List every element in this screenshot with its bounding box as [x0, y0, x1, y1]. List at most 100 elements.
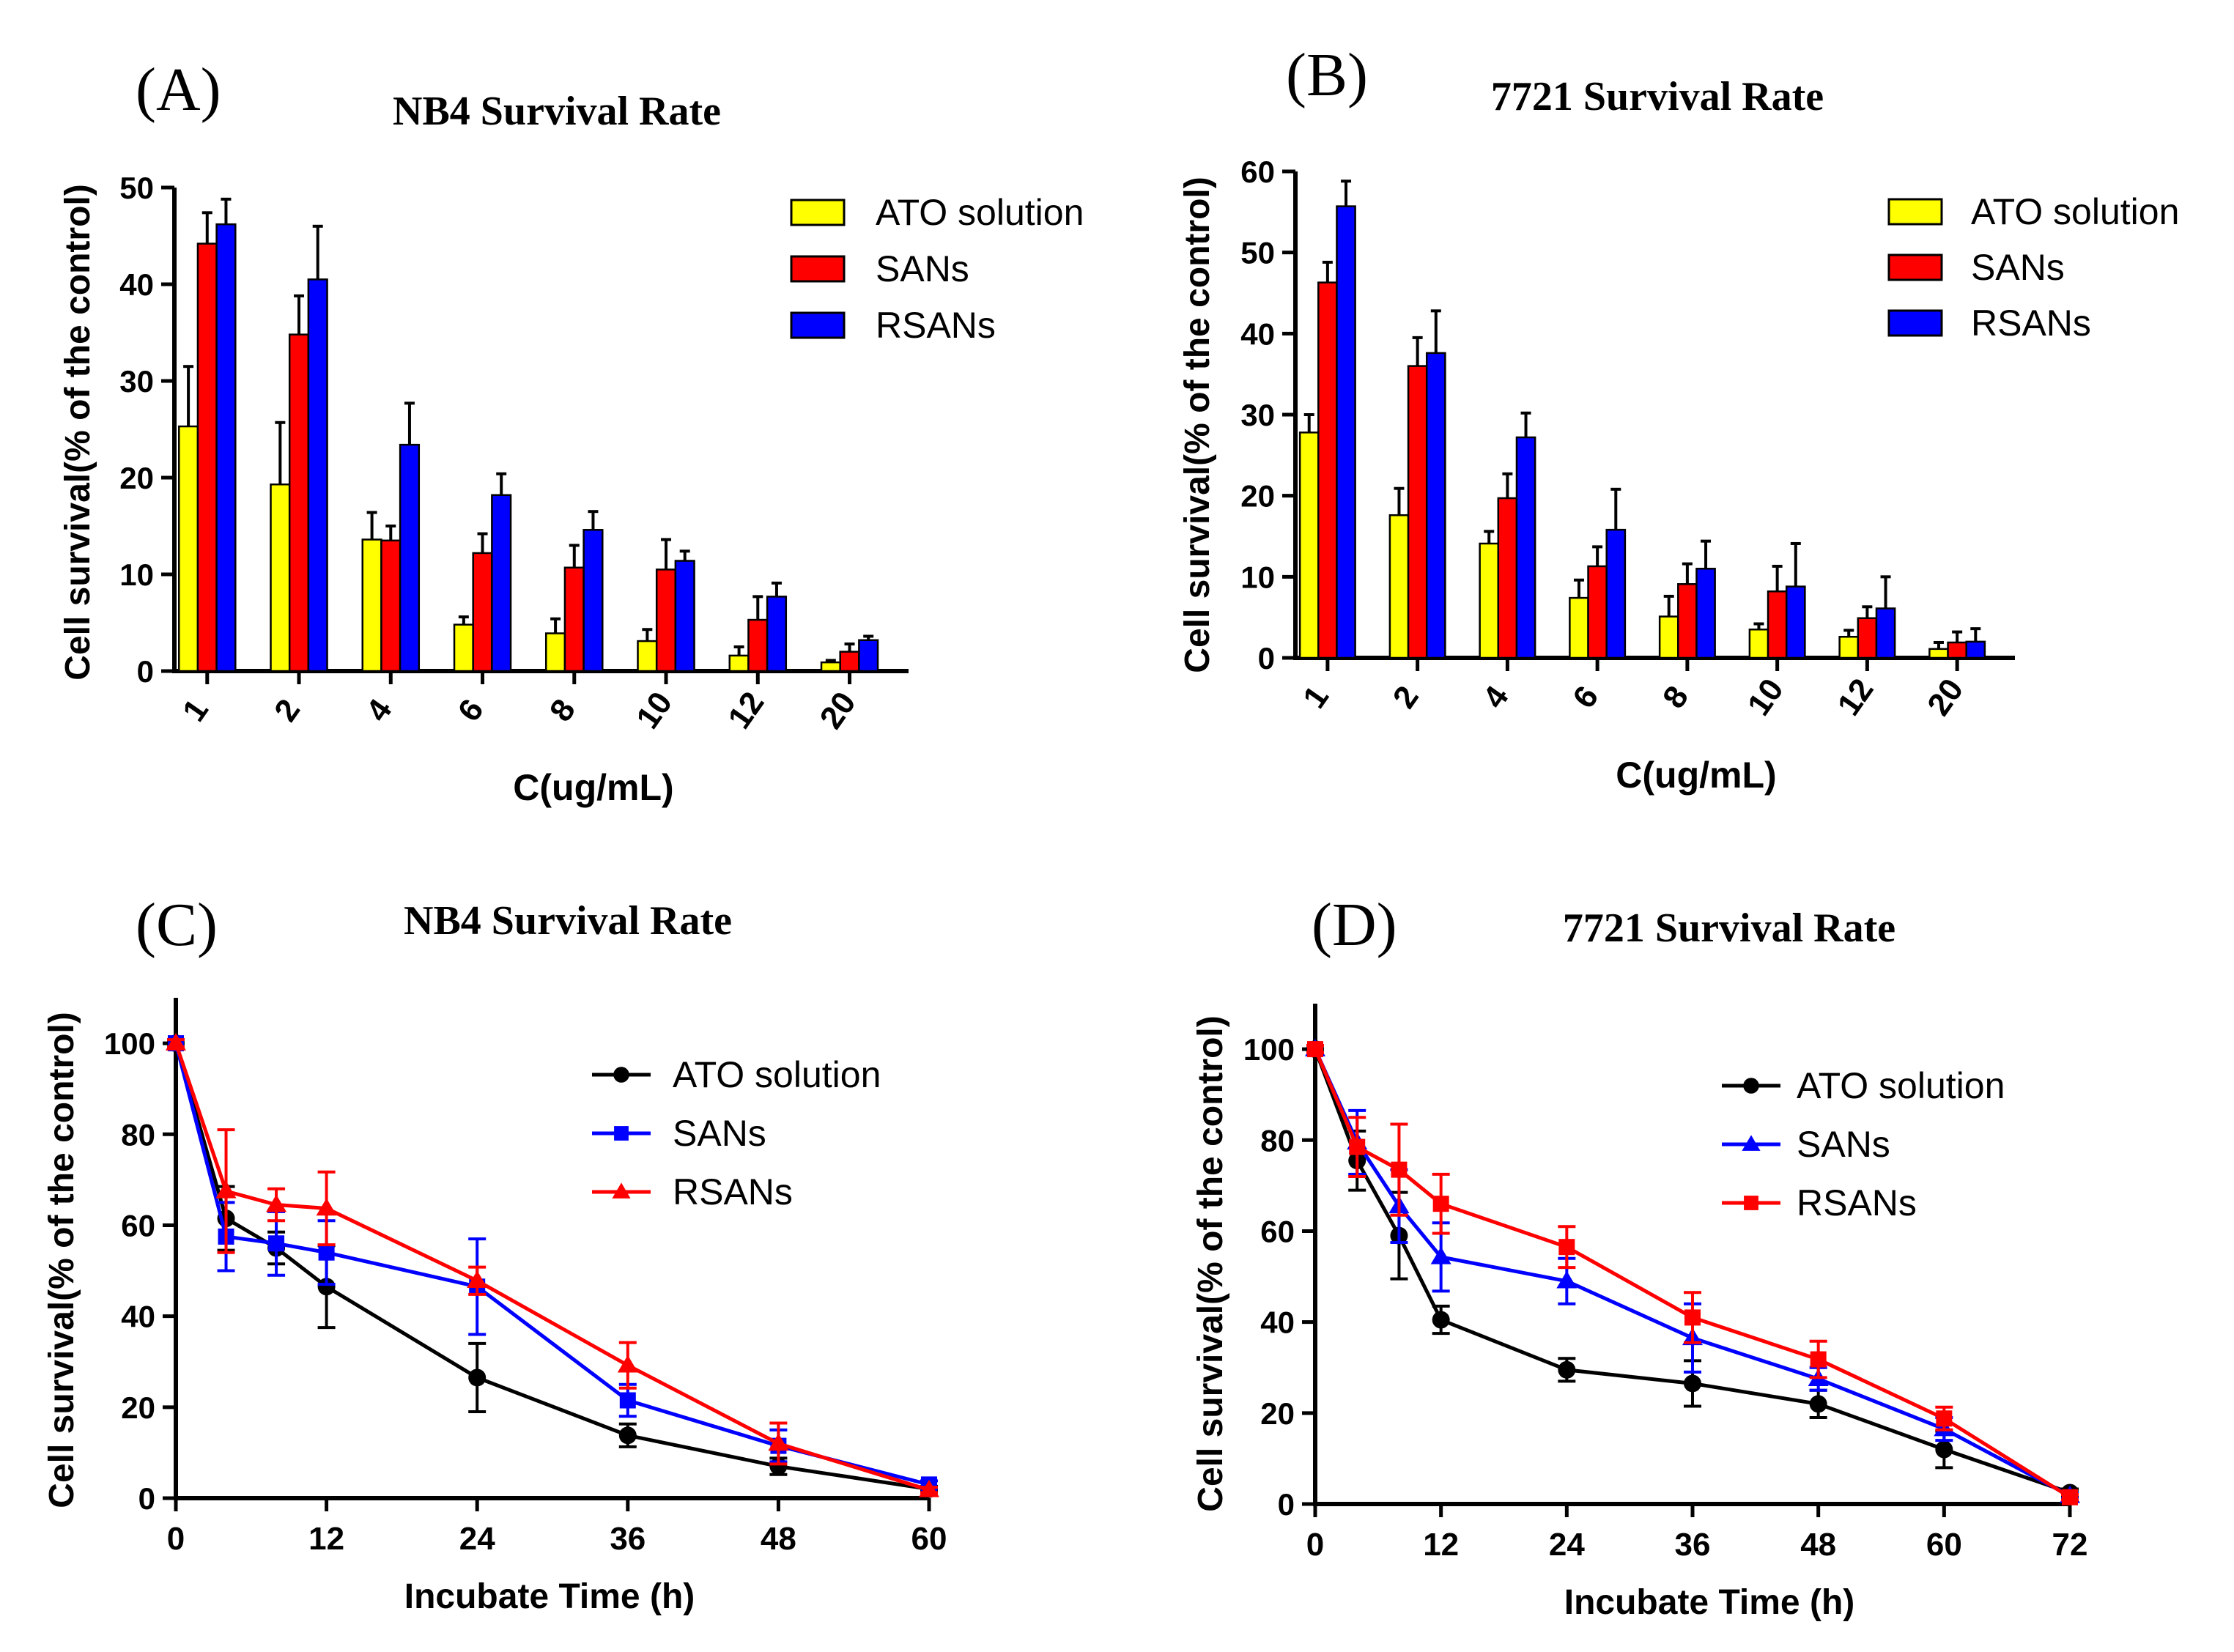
bar [1569, 596, 1589, 659]
data-point [1432, 1196, 1449, 1212]
bar [1658, 615, 1679, 659]
bar [728, 654, 750, 673]
bar [563, 566, 585, 673]
data-point [617, 1355, 638, 1373]
panel-a-y-axis-label: Cell survival(% of the control) [59, 184, 97, 680]
panel-d-label: (D) [1312, 891, 1397, 959]
legend-label: RSANs [1797, 1182, 1917, 1223]
bar [839, 651, 860, 673]
legend-label: ATO solution [673, 1054, 881, 1095]
bar [1767, 590, 1788, 659]
panel-a-label: (A) [136, 56, 221, 124]
legend-label: RSANs [876, 305, 996, 346]
panel-d-plot-area: 0 20 40 60 80 100 0 12 24 36 48 60 72 ATO solution SAN… [1243, 1004, 2088, 1563]
legend-marker [1742, 1135, 1761, 1151]
bar [1388, 514, 1410, 659]
panel-b-x-axis-label: C(ug/mL) [1616, 755, 1776, 796]
y-tick-label: 20 [119, 461, 154, 495]
panel-a-x-axis-label: C(ug/mL) [513, 767, 673, 808]
bar [1857, 617, 1878, 659]
x-tick-label: 0 [167, 1521, 185, 1557]
data-point [1810, 1351, 1827, 1368]
data-point [316, 1198, 337, 1216]
panel-c: (C) NB4 Survival Rate Incubate Time (h) … [42, 891, 947, 1616]
data-point [1391, 1161, 1408, 1178]
y-tick-label: 30 [119, 364, 154, 399]
x-tick-label: 60 [1926, 1527, 1962, 1563]
y-tick-label: 20 [1260, 1396, 1295, 1431]
series-line [174, 1042, 930, 1492]
bar [858, 639, 879, 673]
bar [1965, 640, 1986, 659]
bar [288, 333, 310, 673]
legend-label: ATO solution [1971, 191, 2179, 232]
data-point [1349, 1138, 1366, 1155]
panel-b-title: 7721 Survival Rate [1491, 74, 1824, 119]
y-tick-label: 80 [121, 1117, 155, 1152]
panel-d-title: 7721 Survival Rate [1563, 905, 1895, 951]
x-tick-label: 36 [610, 1521, 646, 1557]
data-point [317, 1278, 336, 1296]
panel-d-y-axis-label: Cell survival(% of the control) [1191, 1015, 1230, 1511]
legend-swatch [790, 199, 846, 226]
x-tick-label: 72 [2052, 1527, 2088, 1563]
y-tick-label: 40 [1260, 1305, 1295, 1340]
y-tick-label: 20 [121, 1390, 155, 1425]
data-point [318, 1244, 335, 1261]
panel-c-plot-area: 0 20 40 60 80 100 0 12 24 36 48 60 ATO solution SANs R… [104, 998, 947, 1557]
y-tick-label: 40 [119, 267, 154, 302]
legend-swatch [1887, 253, 1943, 281]
data-point [1558, 1360, 1576, 1379]
bar [747, 618, 769, 673]
legend-label: SANs [1797, 1124, 1890, 1165]
bar [1605, 528, 1627, 659]
legend-label: SANs [1971, 247, 2065, 288]
panel-b-y-axis-label: Cell survival(% of the control) [1178, 177, 1217, 673]
bar [766, 596, 788, 673]
data-point [1556, 1270, 1578, 1289]
y-tick-label: 60 [1240, 155, 1275, 189]
x-tick-label: 36 [1675, 1527, 1711, 1563]
bar [545, 632, 566, 673]
bar [361, 538, 382, 673]
x-tick-label: 48 [761, 1521, 796, 1557]
data-point [1936, 1410, 1953, 1427]
bar [380, 539, 402, 673]
y-tick-label: 0 [1278, 1487, 1295, 1522]
y-tick-label: 100 [1243, 1032, 1295, 1067]
data-point [919, 1479, 939, 1497]
bar [215, 223, 237, 673]
bar [1298, 431, 1320, 659]
data-point [166, 1033, 186, 1051]
bar [1587, 565, 1608, 659]
bar [1748, 629, 1769, 659]
data-point [266, 1194, 287, 1212]
bar [399, 443, 421, 673]
y-tick-label: 0 [137, 654, 154, 689]
bar [196, 242, 218, 673]
y-tick-label: 50 [1240, 236, 1275, 270]
x-tick-label: 60 [911, 1521, 947, 1557]
bar [674, 560, 695, 673]
bar [637, 640, 658, 673]
panel-d-x-axis-label: Incubate Time (h) [1564, 1583, 1855, 1622]
data-point [2062, 1489, 2078, 1505]
y-tick-label: 80 [1260, 1123, 1295, 1157]
panel-c-x-axis-label: Incubate Time (h) [404, 1577, 695, 1616]
bar [491, 494, 512, 673]
bar [1425, 352, 1446, 659]
legend-label: RSANs [673, 1171, 793, 1212]
panel-b: (B) 7721 Survival Rate C(ug/mL) Cell sur… [1178, 41, 2179, 796]
bar [1336, 205, 1356, 659]
data-point [1684, 1374, 1701, 1393]
bar [270, 483, 291, 673]
data-point [768, 1433, 789, 1451]
data-point [1684, 1309, 1701, 1326]
bar [1838, 635, 1860, 659]
data-point [1809, 1395, 1827, 1413]
x-tick-label: 12 [1423, 1527, 1459, 1563]
panel-c-title: NB4 Survival Rate [404, 898, 732, 944]
